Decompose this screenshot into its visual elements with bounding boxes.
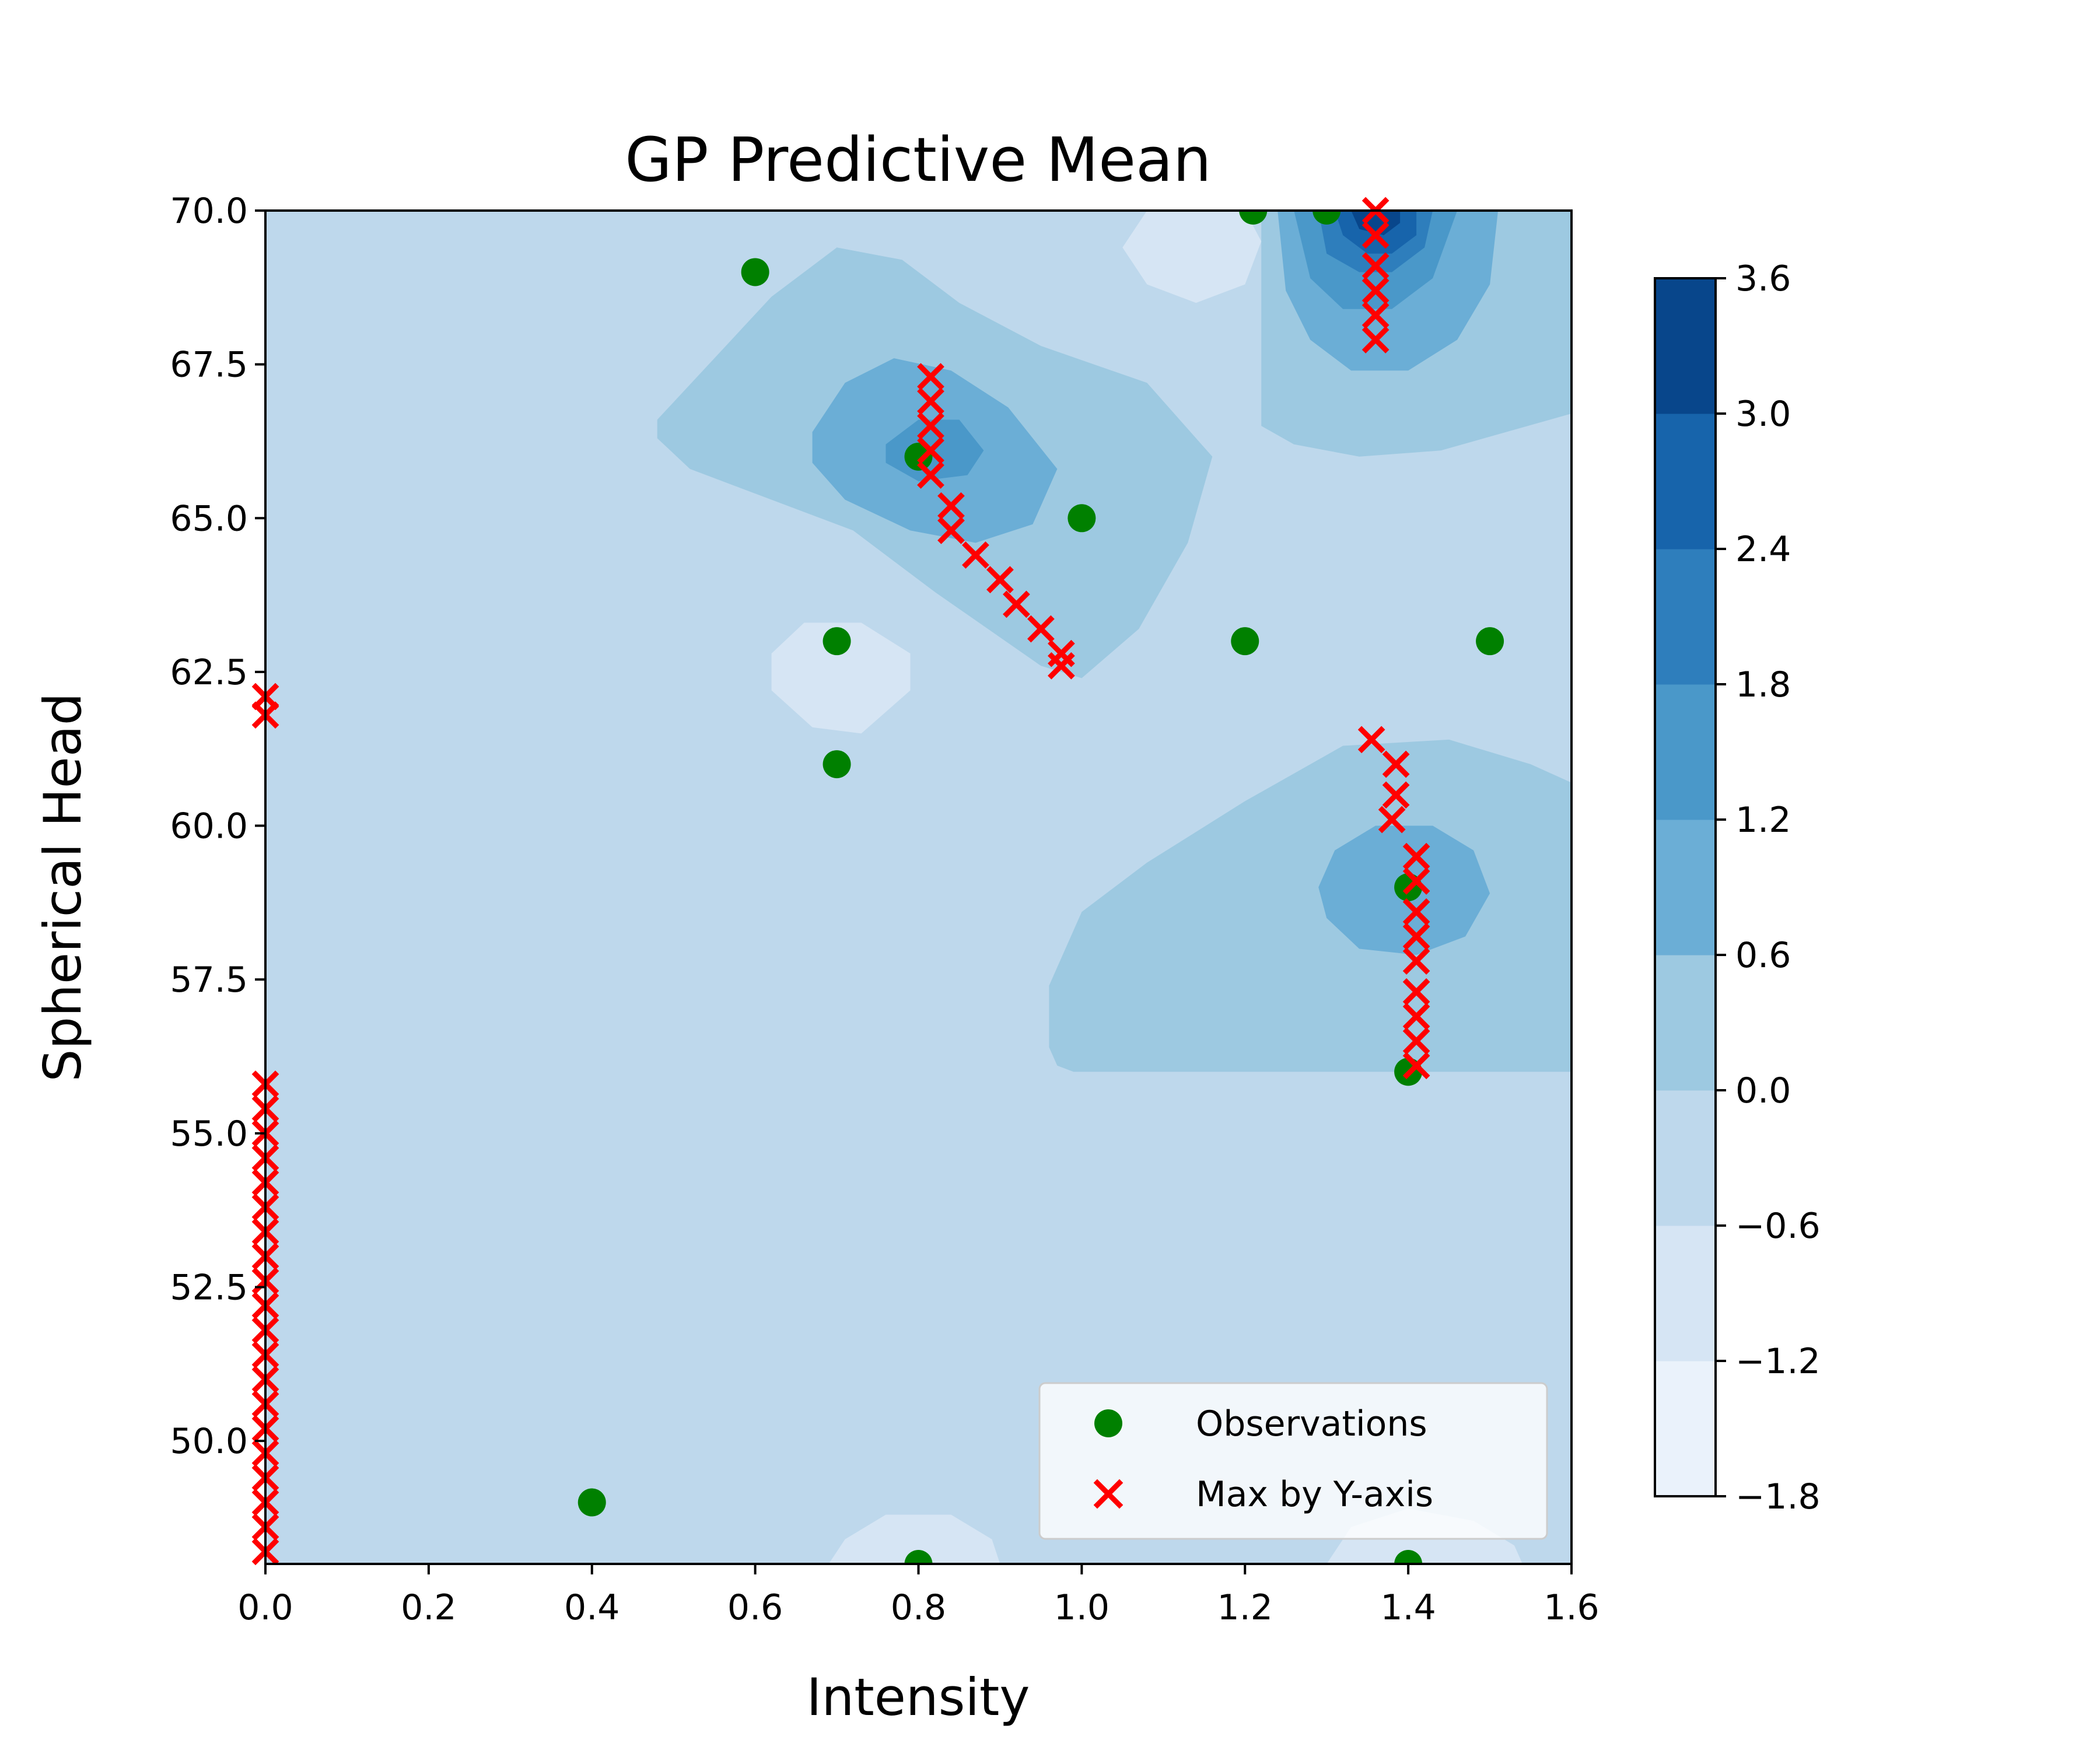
colorbar-tick-label-2: 2.4 — [1735, 529, 1791, 570]
observation-point-11 — [578, 1488, 606, 1517]
contour-region-2 — [771, 622, 911, 734]
x-tick-label-7: 1.4 — [1380, 1587, 1436, 1628]
colorbar-band-1 — [1655, 1226, 1716, 1362]
legend-max-label: Max by Y-axis — [1196, 1474, 1433, 1515]
max-marker-7 — [917, 387, 944, 415]
observation-point-6 — [1231, 627, 1259, 656]
x-axis-label: Intensity — [806, 1667, 1030, 1727]
max-marker-21 — [1357, 726, 1385, 754]
colorbar-tick-label-8: −1.2 — [1735, 1341, 1821, 1382]
max-marker-25 — [1402, 842, 1430, 870]
colorbar-band-5 — [1655, 684, 1716, 820]
observation-point-8 — [822, 750, 851, 779]
max-marker-5 — [1362, 326, 1390, 354]
plot-area — [251, 197, 1573, 1566]
max-marker-2 — [1362, 252, 1390, 280]
colorbar-band-7 — [1655, 414, 1716, 550]
max-marker-14 — [986, 566, 1014, 594]
colorbar-band-3 — [1655, 955, 1716, 1091]
colorbar-band-0 — [1655, 1361, 1716, 1497]
observation-point-0 — [741, 258, 769, 286]
y-axis: 50.0 52.5 55.0 57.5 60.0 62.5 65.0 67.5 70.0 — [170, 191, 265, 1462]
max-marker-15 — [1003, 590, 1030, 618]
max-marker-4 — [1362, 301, 1390, 329]
legend: Observations Max by Y-axis — [1038, 1382, 1548, 1540]
colorbar-frame — [1654, 277, 1717, 1497]
observation-point-3 — [904, 442, 933, 471]
x-tick-label-0: 0.0 — [237, 1587, 293, 1628]
observation-point-1 — [1239, 211, 1268, 225]
colorbar: 3.6 3.0 2.4 1.8 1.2 0.6 0.0 −0.6 −1.2 −1.8 — [1654, 258, 1821, 1517]
x-tick-label-3: 0.6 — [727, 1587, 783, 1628]
observation-point-13 — [1394, 1550, 1423, 1564]
colorbar-band-6 — [1655, 549, 1716, 685]
max-marker-23 — [1382, 781, 1410, 809]
observation-point-2 — [1312, 211, 1341, 225]
max-marker-29 — [1402, 947, 1430, 975]
y-tick-label-3: 57.5 — [170, 960, 248, 1000]
x-axis: 0.0 0.2 0.4 0.6 0.8 1.0 1.2 1.4 1.6 — [237, 1564, 1600, 1628]
max-marker-3 — [1362, 276, 1390, 304]
x-tick-label-8: 1.6 — [1544, 1587, 1599, 1628]
y-tick-label-0: 50.0 — [170, 1421, 248, 1462]
max-marker-22 — [1382, 750, 1410, 778]
y-tick-label-2: 55.0 — [170, 1114, 248, 1154]
colorbar-tick-label-6: 0.0 — [1735, 1070, 1791, 1111]
y-tick-label-1: 52.5 — [170, 1267, 248, 1308]
colorbar-tick-label-5: 0.6 — [1735, 935, 1791, 976]
chart-title: GP Predictive Mean — [625, 124, 1211, 195]
colorbar-band-4 — [1655, 820, 1716, 956]
observation-point-5 — [822, 627, 851, 656]
contour-region-7 — [1049, 739, 1572, 1072]
max-marker-12 — [937, 516, 965, 544]
y-tick-label-8: 70.0 — [170, 191, 248, 232]
contour-region-1 — [1122, 211, 1262, 303]
max-marker-18 — [1048, 652, 1075, 680]
y-tick-label-5: 62.5 — [170, 652, 248, 693]
colorbar-tick-label-9: −1.8 — [1735, 1476, 1821, 1517]
max-marker-30 — [1402, 978, 1430, 1006]
observation-point-12 — [904, 1550, 933, 1564]
max-marker-28 — [1402, 922, 1430, 950]
contour-region-3 — [828, 1514, 1000, 1564]
colorbar-tick-label-4: 1.2 — [1735, 800, 1791, 841]
y-axis-label: Spherical Head — [33, 692, 93, 1082]
colorbar-tick-label-7: −0.6 — [1735, 1206, 1821, 1247]
x-tick-label-1: 0.2 — [401, 1587, 456, 1628]
y-tick-label-6: 65.0 — [170, 498, 248, 539]
max-marker-32 — [1402, 1027, 1430, 1055]
y-tick-label-7: 67.5 — [170, 345, 248, 386]
max-marker-27 — [1402, 898, 1430, 926]
max-marker-8 — [917, 412, 944, 440]
legend-max-marker — [1093, 1479, 1124, 1509]
x-tick-label-6: 1.2 — [1217, 1587, 1273, 1628]
max-marker-1 — [1362, 221, 1390, 249]
x-tick-label-5: 1.0 — [1054, 1587, 1110, 1628]
max-marker-6 — [917, 363, 944, 391]
y-tick-label-4: 60.0 — [170, 806, 248, 847]
colorbar-band-2 — [1655, 1090, 1716, 1226]
max-marker-13 — [962, 541, 989, 569]
max-marker-24 — [1378, 806, 1406, 834]
max-marker-9 — [917, 436, 944, 464]
max-marker-31 — [1402, 1003, 1430, 1030]
legend-observations-label: Observations — [1196, 1404, 1427, 1444]
legend-box — [1038, 1382, 1548, 1540]
max-marker-26 — [1402, 867, 1430, 895]
max-marker-10 — [917, 461, 944, 489]
x-tick-label-2: 0.4 — [564, 1587, 620, 1628]
observation-point-7 — [1476, 627, 1504, 656]
x-tick-label-4: 0.8 — [891, 1587, 946, 1628]
colorbar-tick-label-3: 1.8 — [1735, 664, 1791, 705]
max-marker-33 — [1402, 1052, 1430, 1080]
max-marker-11 — [937, 492, 965, 520]
colorbar-band-8 — [1655, 278, 1716, 414]
contour-region-15 — [1351, 211, 1401, 236]
legend-observations-marker — [1094, 1409, 1122, 1437]
max-marker-16 — [1027, 615, 1055, 643]
observation-point-4 — [1068, 504, 1096, 533]
colorbar-tick-label-1: 3.0 — [1735, 394, 1791, 435]
colorbar-tick-label-0: 3.6 — [1735, 258, 1791, 299]
